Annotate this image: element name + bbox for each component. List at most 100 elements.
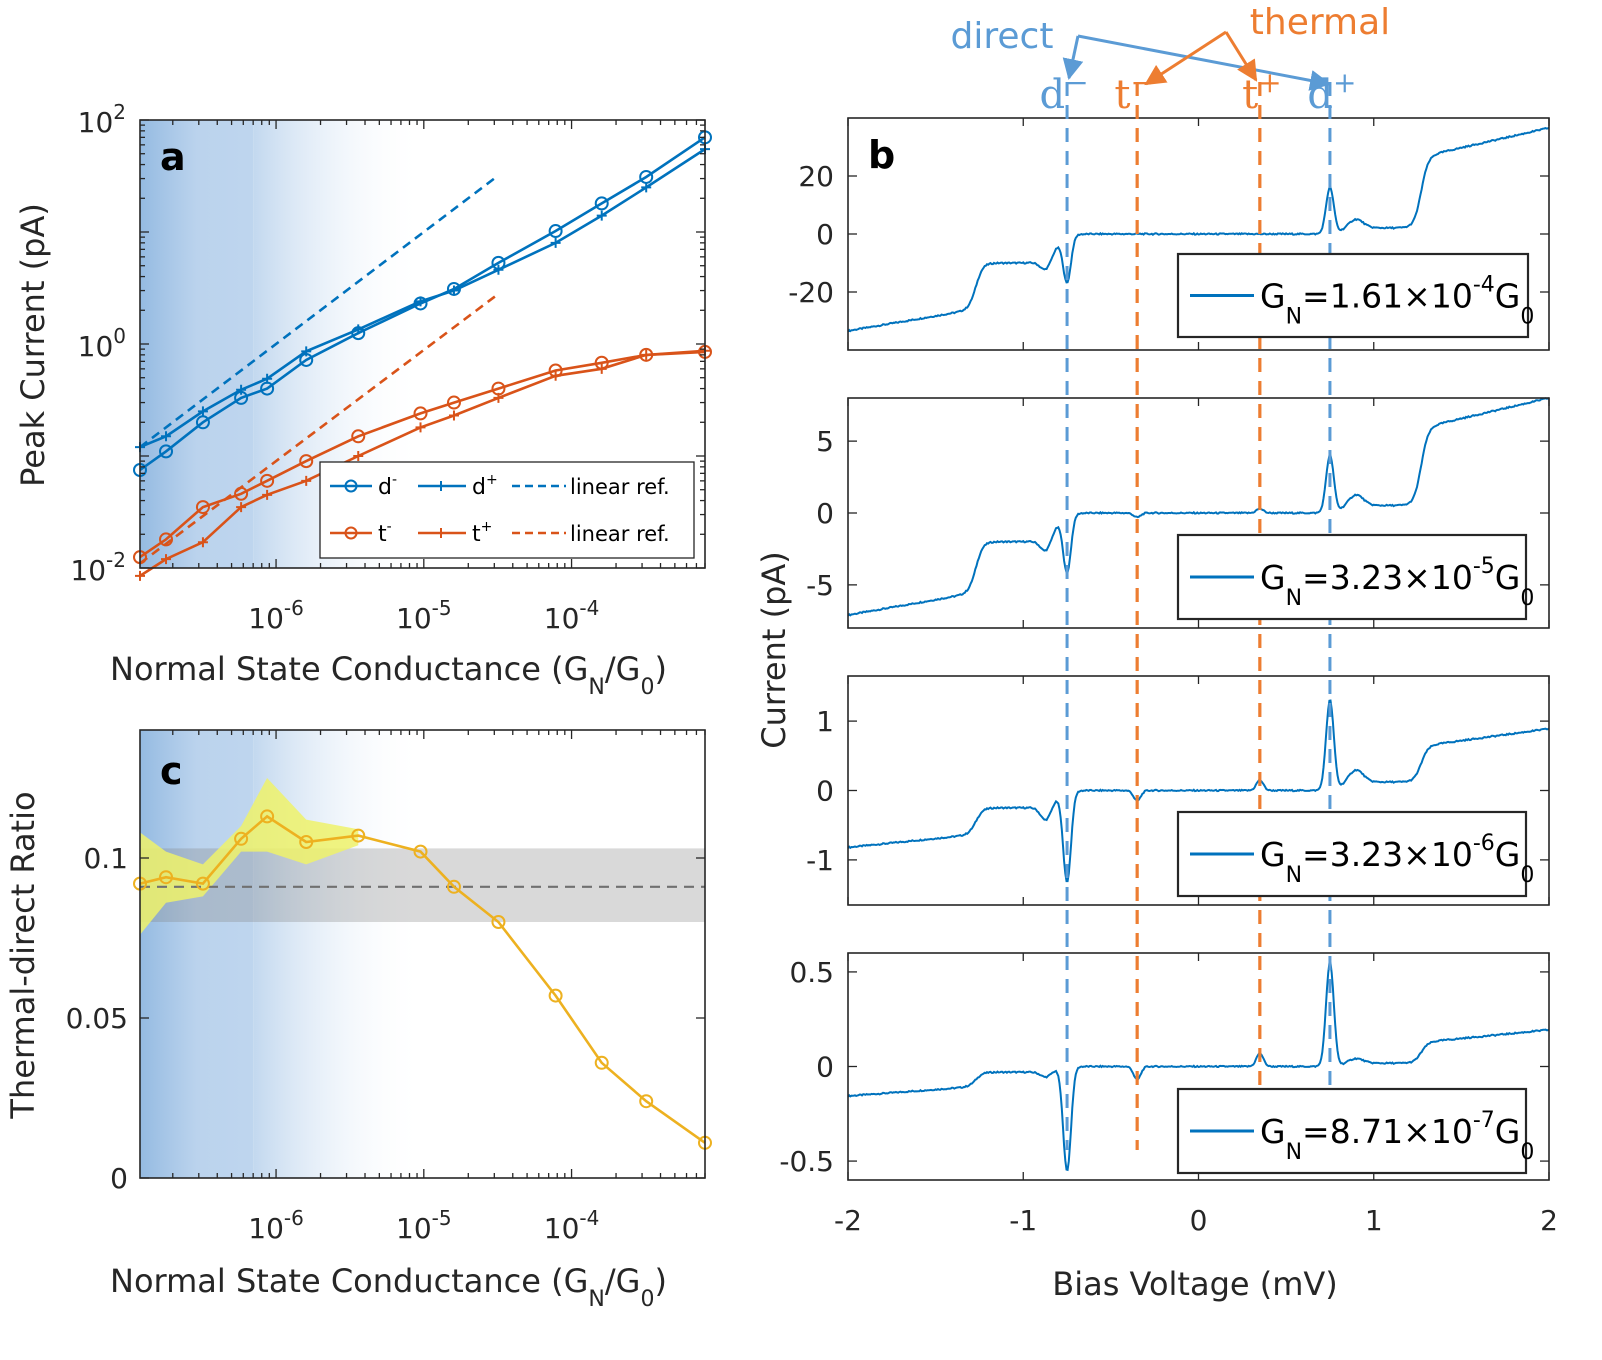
legend-label-linear-ref-t: linear ref. (570, 522, 670, 546)
subplot-1: 20 0 -20 (788, 117, 1550, 351)
data-point (234, 831, 249, 846)
y-tick-label: 20 (798, 160, 834, 193)
y-tick-label: 102 (78, 100, 126, 139)
legend-marker-d-plus (436, 481, 446, 491)
data-point (299, 454, 314, 469)
panel-label-a: a (160, 135, 186, 179)
data-point (351, 828, 366, 843)
x-tick-label: 0 (1190, 1204, 1208, 1237)
data-point (594, 1055, 609, 1070)
data-point (262, 373, 273, 384)
legend-label: GN=8.71×10-7G0 (1260, 1108, 1534, 1165)
data-point (493, 392, 504, 403)
x-tick-label: 10-5 (396, 596, 452, 635)
legend-label-t-plus: t+ (472, 519, 492, 547)
data-point (491, 915, 506, 929)
data-point (415, 296, 426, 307)
legend-marker-d-minus (344, 479, 358, 493)
x-tick-label: 10-4 (544, 1206, 600, 1245)
data-point (159, 870, 174, 885)
y-tick-label: 100 (78, 324, 126, 363)
panel-c-ticks (140, 730, 706, 1179)
y-tick-label: 10-2 (70, 548, 126, 587)
vline-label: t+ (1242, 66, 1282, 118)
x-tick-label: 10-6 (248, 1206, 304, 1245)
data-point (446, 395, 461, 410)
panel-a-x-axis-label: Normal State Conductance (GN/G0) (110, 650, 667, 700)
panel-b-legends: GN=1.61×10-4G0 GN=3.23×10-5G0 GN=3.23×10-6… (1176, 252, 1534, 1175)
panel-a-series (133, 130, 712, 581)
data-point (448, 410, 459, 421)
trace-line (847, 699, 1550, 883)
legend-label-linear-ref-d: linear ref. (570, 475, 670, 499)
data-point (548, 224, 563, 239)
legend-label: GN=3.23×10-5G0 (1260, 554, 1534, 611)
y-tick-label: -1 (806, 844, 834, 877)
legend-label: GN=1.61×10-4G0 (1260, 273, 1534, 330)
data-point (641, 349, 652, 360)
data-point (639, 1094, 654, 1109)
reference-band (140, 848, 705, 922)
y-tick-label: 0.5 (789, 956, 834, 989)
subplot-2: 5 0 -5 (806, 397, 1550, 629)
x-tick-label: -1 (1009, 1204, 1037, 1237)
data-point (195, 876, 210, 891)
data-point (550, 370, 561, 381)
y-tick-label: 0 (816, 497, 834, 530)
panel-a: 10-6 10-5 10-4 102 100 10-2 a d- d+ linear re… (14, 100, 712, 700)
panel-b-y-axis-label: Current (pA) (755, 551, 793, 749)
legend-4: GN=8.71×10-7G0 (1176, 1087, 1534, 1175)
data-point (197, 406, 208, 417)
data-point (195, 500, 210, 515)
trace-line (847, 961, 1550, 1172)
series-line-d- (139, 148, 706, 449)
panel-c: 0.1 0.05 0 10-6 10-5 10-4 c Normal State Cond… (4, 729, 712, 1312)
legend-2: GN=3.23×10-5G0 (1176, 533, 1534, 621)
subplot-3: 1 0 -1 (806, 675, 1550, 906)
y-tick-label: -0.5 (779, 1145, 834, 1178)
annotation-thermal: thermal (1250, 2, 1390, 43)
data-point (236, 502, 247, 513)
data-point (301, 346, 312, 357)
y-tick-label: 0 (816, 775, 834, 808)
panel-label-c: c (160, 749, 183, 793)
panel-a-legend: d- d+ linear ref. t- t+ linear ref. (319, 461, 695, 559)
legend-box (319, 461, 695, 559)
data-point (446, 879, 461, 894)
x-tick-label: -2 (834, 1204, 862, 1237)
x-tick-label: 10-4 (544, 596, 600, 635)
data-point (594, 196, 609, 211)
data-point (260, 473, 275, 488)
panel-c-shading-dark (140, 730, 254, 1178)
panel-c-series (133, 778, 712, 1150)
legend-entries: d- d+ linear ref. t- t+ linear ref. (330, 472, 670, 547)
annotation-direct: direct (951, 16, 1054, 57)
panel-b-x-ticks: -2 -1 0 1 2 (834, 1204, 1558, 1237)
arrow-direct-to-d-minus (1062, 35, 1084, 81)
legend-marker-t-minus (344, 526, 358, 540)
data-point (415, 422, 426, 433)
data-point (197, 537, 208, 548)
data-point (301, 475, 312, 486)
data-point (161, 554, 172, 565)
legend-label-t-minus: t- (378, 519, 392, 547)
panel-b-vline-labels: d− t− t+ d+ (1040, 66, 1357, 118)
arrow-thermal-to-t-plus (1224, 31, 1258, 82)
y-tick-label: 5 (816, 425, 834, 458)
data-point (351, 429, 366, 444)
panel-c-tick-labels: 0.1 0.05 0 10-6 10-5 10-4 (66, 842, 600, 1245)
arrow-direct-to-d-plus (1077, 34, 1332, 91)
data-point (135, 570, 145, 581)
panel-b-subplots: 20 0 -20 5 0 -5 1 0 -1 0.5 0 -0.5 (779, 117, 1550, 1181)
y-tick-label: 0.1 (83, 842, 128, 875)
legend-1: GN=1.61×10-4G0 (1176, 252, 1534, 339)
series-line-d- (139, 136, 706, 472)
y-tick-label: -20 (788, 276, 834, 309)
vline-label: d− (1040, 66, 1089, 118)
data-point (299, 835, 314, 849)
data-point (641, 182, 652, 193)
y-tick-label: 0 (816, 218, 834, 251)
x-tick-label: 10-5 (396, 1206, 452, 1245)
data-point (550, 237, 561, 248)
